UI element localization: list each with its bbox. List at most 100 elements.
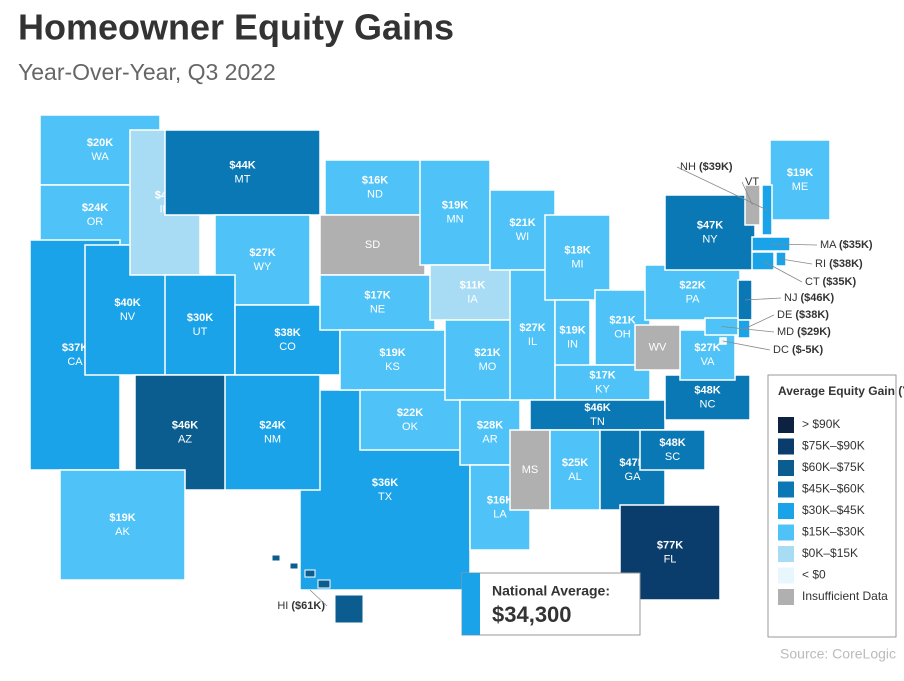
- callout-line: [744, 297, 782, 301]
- legend-swatch: [778, 417, 794, 433]
- title: Homeowner Equity Gains: [18, 7, 454, 48]
- legend-swatch: [778, 524, 794, 541]
- state-value: ($61K): [291, 600, 325, 612]
- legend-swatch: [778, 546, 794, 562]
- state-shape: [544, 214, 611, 301]
- subtitle: Year-Over-Year, Q3 2022: [18, 59, 276, 85]
- state-value: $28K: [477, 419, 503, 431]
- state-value: $40K: [114, 297, 140, 309]
- state-abbr: FL: [664, 553, 677, 565]
- state-callout: RI ($38K): [815, 258, 863, 270]
- callout-line: [780, 258, 813, 265]
- state-shape: [419, 159, 491, 266]
- state-abbr: CT: [805, 276, 820, 288]
- callout-line: [770, 243, 818, 246]
- legend-label: $60K–$75K: [802, 460, 865, 474]
- national-label: National Average:: [492, 583, 610, 599]
- state-value: ($35K): [823, 276, 857, 288]
- state-abbr: AZ: [178, 433, 192, 445]
- state-shape: [769, 139, 831, 221]
- legend-label: Insufficient Data: [802, 589, 888, 603]
- state-value: $30K: [187, 312, 213, 324]
- state-value: $25K: [562, 457, 588, 469]
- state-shape: [224, 374, 321, 491]
- legend-label: < $0: [802, 568, 826, 582]
- state-value: $37K: [62, 342, 88, 354]
- state-abbr: GA: [625, 471, 642, 483]
- state-value: $19K: [559, 324, 585, 336]
- legend-swatch: [778, 567, 794, 584]
- state-abbr: TX: [378, 491, 393, 503]
- callout-line: [741, 181, 753, 206]
- state-shape: [359, 389, 461, 451]
- state-abbr: OH: [614, 328, 631, 340]
- state-value: $24K: [82, 202, 108, 214]
- state-shape: [339, 329, 446, 391]
- state-shape: [554, 364, 651, 401]
- callout-line: [762, 260, 803, 283]
- state-abbr: DE: [777, 309, 792, 321]
- state-callout: NJ ($46K): [784, 292, 834, 304]
- state-abbr: MA: [820, 239, 837, 251]
- state-shape: [319, 274, 436, 331]
- state-value: ($38K): [795, 309, 829, 321]
- legend-swatch: [778, 460, 794, 476]
- state-callout: VT: [745, 176, 759, 188]
- state-value: $77K: [657, 539, 683, 551]
- state-abbr: IL: [528, 336, 537, 348]
- state-abbr: NY: [702, 233, 718, 245]
- state-abbr: WI: [516, 231, 529, 243]
- state-abbr: MO: [479, 361, 497, 373]
- state-value: ($-5K): [792, 344, 824, 356]
- state-abbr: ME: [792, 181, 809, 193]
- state-abbr: NJ: [784, 292, 797, 304]
- state-value: ($46K): [801, 292, 835, 304]
- state-shape: [164, 274, 236, 376]
- state-abbr: OR: [87, 216, 104, 228]
- national-box: [461, 572, 641, 636]
- state-abbr: MI: [571, 258, 583, 270]
- source: Source: CoreLogic: [780, 646, 896, 662]
- legend-swatch: [778, 503, 794, 519]
- state-value: $47K: [619, 457, 645, 469]
- state-abbr: PA: [686, 293, 701, 305]
- state-value: $38K: [274, 327, 300, 339]
- state-value: $48K: [694, 384, 720, 396]
- national-bar: [462, 573, 480, 635]
- state-abbr: LA: [493, 508, 507, 520]
- state-shape: [549, 429, 601, 511]
- state-abbr: MS: [522, 464, 539, 476]
- state-value: ($39K): [699, 161, 733, 173]
- legend-label: $0K–$15K: [802, 546, 858, 560]
- state-callout: MD ($29K): [777, 326, 831, 338]
- state-value: $27K: [519, 322, 545, 334]
- state-abbr: AK: [115, 526, 130, 538]
- state-abbr: NH: [680, 161, 696, 173]
- state-abbr: OK: [402, 421, 419, 433]
- state-shape: [334, 594, 364, 624]
- state-abbr: IA: [467, 293, 478, 305]
- state-shape: [529, 399, 666, 431]
- state-value: $17K: [589, 369, 615, 381]
- state-shape: [489, 189, 556, 271]
- state-abbr: SD: [365, 239, 380, 251]
- state-value: $21K: [609, 314, 635, 326]
- state-value: $36K: [372, 477, 398, 489]
- state-shape: [289, 562, 299, 570]
- state-abbr: WV: [649, 341, 667, 353]
- state-shape: [664, 194, 756, 271]
- state-abbr: SC: [665, 451, 680, 463]
- state-shape: [554, 299, 591, 376]
- legend-title: Average Equity Gain (YOY): [778, 384, 904, 398]
- state-shape: [429, 264, 516, 321]
- state-abbr: UT: [193, 326, 208, 338]
- state-shape: [634, 324, 681, 371]
- callout-line: [676, 166, 768, 211]
- state-value: $27K: [694, 342, 720, 354]
- state-callout: DE ($38K): [777, 309, 829, 321]
- callout-line: [721, 326, 775, 333]
- callout-line: [309, 589, 328, 607]
- legend-swatch: [778, 438, 794, 455]
- callout-line: [743, 314, 775, 330]
- state-abbr: IN: [567, 338, 578, 350]
